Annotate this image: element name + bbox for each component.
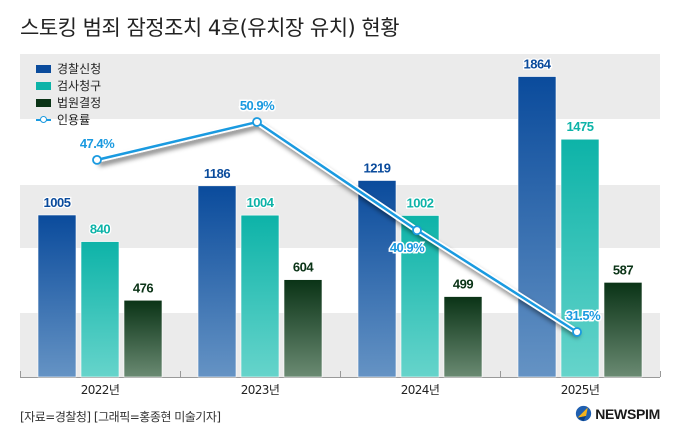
bar-value-label: 1864 bbox=[524, 57, 552, 72]
rate-value-label: 31.5% bbox=[566, 308, 601, 323]
x-tick-label: 2022년 bbox=[81, 383, 120, 397]
bar-labels: 1005 840 476 1186 1004 604 1219 1002 499 1864 1475… bbox=[42, 55, 635, 296]
legend-label: 법원결정 bbox=[57, 96, 102, 110]
logo-text: NEWSPIM bbox=[595, 405, 660, 422]
legend-item-police: 경찰신청 bbox=[36, 60, 101, 77]
legend-line-marker-icon bbox=[36, 115, 51, 124]
bar-court bbox=[123, 299, 163, 378]
rate-point-marker bbox=[572, 327, 582, 337]
legend-label: 경찰신청 bbox=[57, 62, 102, 76]
source-credit: [자료=경찰청] [그래픽=홍종현 미술기자] bbox=[20, 410, 221, 424]
bar-prosecutor bbox=[80, 241, 120, 378]
bar-court bbox=[443, 296, 483, 378]
bar-police bbox=[197, 185, 237, 378]
legend-swatch-police bbox=[36, 64, 51, 73]
bar-value-label: 1219 bbox=[364, 160, 391, 175]
bar-value-label: 604 bbox=[293, 260, 314, 275]
legend: 경찰신청 검사청구 법원결정 인용률 bbox=[36, 60, 101, 128]
bar-value-label: 1475 bbox=[567, 119, 594, 134]
legend-label: 검사청구 bbox=[57, 79, 102, 93]
rate-value-label: 47.4% bbox=[80, 136, 115, 151]
legend-swatch-prosecutor bbox=[36, 81, 51, 90]
x-tick-label: 2023년 bbox=[241, 383, 280, 397]
bar-value-label: 499 bbox=[453, 277, 473, 292]
rate-line: 47.4% 50.9% 40.9% 31.5% bbox=[78, 97, 603, 337]
newspim-logo-icon bbox=[576, 405, 592, 422]
rate-value-label: 40.9% bbox=[390, 240, 425, 255]
rate-line-path bbox=[96, 120, 578, 334]
grid-band bbox=[20, 54, 660, 119]
bar-police bbox=[517, 76, 557, 378]
bar-value-label: 1005 bbox=[44, 195, 71, 210]
bar-value-label: 840 bbox=[90, 222, 110, 237]
rate-value-label: 50.9% bbox=[240, 98, 275, 113]
rate-point-marker bbox=[252, 117, 262, 127]
chart-title: 스토킹 범죄 잠정조치 4호(유치장 유치) 현황 bbox=[20, 16, 400, 40]
bar-value-label: 1004 bbox=[247, 195, 275, 210]
x-tick-label: 2025년 bbox=[561, 383, 600, 397]
x-tick-labels: 2022년 2023년 2024년 2025년 bbox=[81, 383, 600, 397]
bar-court bbox=[603, 282, 643, 378]
bar-value-label: 587 bbox=[613, 262, 633, 277]
x-tick-label: 2024년 bbox=[401, 383, 440, 397]
bar-police bbox=[37, 214, 77, 378]
bar-value-label: 1002 bbox=[407, 195, 434, 210]
legend-item-court: 법원결정 bbox=[36, 94, 101, 111]
newspim-logo: NEWSPIM bbox=[575, 405, 660, 422]
rate-point-marker bbox=[412, 225, 422, 236]
bar-court bbox=[283, 279, 323, 378]
legend-label: 인용률 bbox=[57, 113, 91, 127]
rate-point-marker bbox=[92, 154, 102, 165]
legend-item-prosecutor: 검사청구 bbox=[36, 77, 101, 94]
x-axis bbox=[20, 371, 661, 378]
legend-item-rate: 인용률 bbox=[36, 111, 101, 128]
bar-value-label: 476 bbox=[133, 280, 153, 295]
bar-prosecutor bbox=[240, 214, 280, 378]
bar-prosecutor bbox=[560, 138, 600, 378]
legend-swatch-court bbox=[36, 98, 51, 107]
bar-value-label: 1186 bbox=[204, 166, 230, 181]
